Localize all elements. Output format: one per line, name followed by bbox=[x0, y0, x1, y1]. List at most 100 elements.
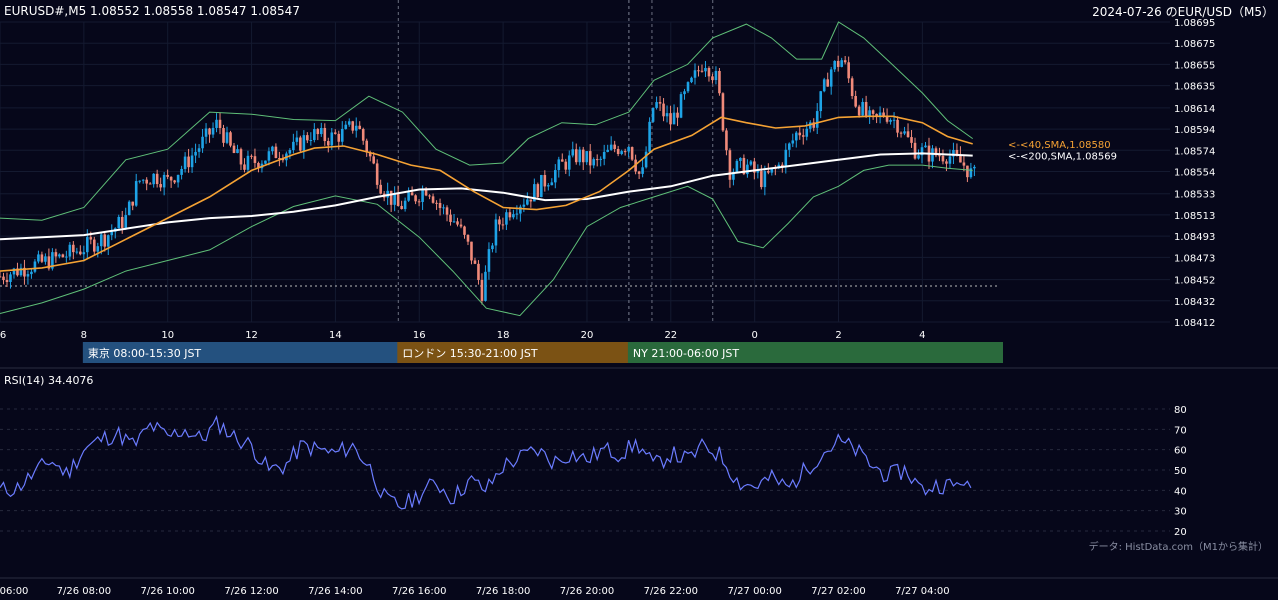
candle-body bbox=[12, 268, 16, 275]
time-tick-label: 14 bbox=[329, 330, 342, 341]
candle-body bbox=[295, 137, 299, 142]
candle-body bbox=[368, 152, 372, 157]
candlesticks bbox=[0, 55, 976, 305]
candle-body bbox=[498, 219, 501, 225]
candle-body bbox=[889, 119, 892, 122]
candle-body bbox=[630, 147, 634, 160]
candle-body bbox=[917, 155, 920, 159]
candle-body bbox=[438, 202, 442, 208]
candle-body bbox=[208, 128, 211, 135]
rsi-time-tick-label: 7/27 02:00 bbox=[811, 586, 865, 597]
candle-body bbox=[19, 267, 23, 276]
candle-body bbox=[187, 156, 190, 168]
candle-body bbox=[868, 110, 871, 116]
candle-body bbox=[749, 161, 753, 165]
candle-body bbox=[840, 60, 843, 67]
candle-body bbox=[288, 150, 292, 154]
candle-body bbox=[707, 67, 711, 77]
candle-body bbox=[127, 201, 131, 216]
candle-body bbox=[232, 145, 236, 153]
candle-body bbox=[267, 151, 271, 161]
candle-body bbox=[9, 274, 12, 282]
candle-body bbox=[648, 121, 651, 152]
candle-body bbox=[491, 245, 494, 250]
bollinger-lower-line bbox=[0, 164, 973, 317]
session-band bbox=[397, 342, 629, 363]
candle-body bbox=[934, 148, 938, 156]
candle-body bbox=[885, 115, 889, 122]
candle-body bbox=[519, 206, 522, 214]
candle-body bbox=[913, 142, 917, 159]
candle-body bbox=[822, 79, 826, 92]
ohlc-header: EURUSD#,M5 1.08552 1.08558 1.08547 1.085… bbox=[4, 4, 300, 18]
candle-body bbox=[959, 154, 962, 163]
main-gridlines bbox=[0, 21, 1170, 323]
candle-body bbox=[564, 161, 568, 170]
candle-body bbox=[952, 149, 955, 157]
candle-body bbox=[969, 168, 973, 178]
rsi-time-tick-label: 7/26 18:00 bbox=[476, 586, 530, 597]
candle-body bbox=[30, 271, 33, 275]
time-tick-label: 22 bbox=[664, 330, 677, 341]
candle-body bbox=[302, 135, 306, 151]
candle-body bbox=[543, 175, 547, 187]
candle-body bbox=[344, 124, 348, 129]
candle-body bbox=[354, 125, 358, 131]
candle-body bbox=[801, 135, 805, 137]
candle-body bbox=[770, 167, 774, 173]
price-tick-label: 1.08432 bbox=[1174, 297, 1215, 308]
session-label: ロンドン 15:30-21:00 JST bbox=[402, 347, 538, 360]
candle-body bbox=[739, 157, 742, 161]
candle-body bbox=[602, 151, 606, 159]
candle-body bbox=[609, 144, 613, 150]
candle-body bbox=[2, 276, 5, 281]
candle-body bbox=[326, 141, 330, 146]
candle-body bbox=[767, 171, 770, 173]
rsi-label: RSI(14) 34.4076 bbox=[4, 374, 93, 387]
candle-body bbox=[588, 151, 592, 166]
chart-title: 2024-07-26 のEUR/USD（M5） bbox=[1092, 5, 1274, 19]
candle-body bbox=[578, 149, 582, 163]
time-tick-label: 20 bbox=[581, 330, 594, 341]
sma200-annotation: <-<200,SMA,1.08569 bbox=[1008, 152, 1117, 163]
sma200-line bbox=[0, 152, 973, 241]
candle-body bbox=[620, 151, 623, 155]
candle-body bbox=[794, 132, 798, 141]
rsi-tick-label: 40 bbox=[1174, 486, 1187, 497]
candle-body bbox=[616, 148, 620, 155]
candle-body bbox=[239, 149, 243, 165]
candle-body bbox=[47, 256, 51, 269]
candle-body bbox=[421, 189, 424, 202]
candle-body bbox=[644, 151, 648, 168]
time-tick-label: 12 bbox=[245, 330, 258, 341]
candle-body bbox=[924, 145, 927, 148]
rsi-tick-label: 20 bbox=[1174, 527, 1187, 538]
candle-body bbox=[0, 276, 2, 278]
candle-body bbox=[299, 137, 302, 151]
candle-body bbox=[847, 62, 850, 79]
candle-body bbox=[431, 196, 435, 203]
candle-body bbox=[557, 159, 561, 171]
candle-body bbox=[763, 171, 767, 188]
candle-body bbox=[627, 147, 630, 152]
price-axis-labels: 1.08695 1.08675 1.08655 1.08635 1.08614 1.085… bbox=[1174, 18, 1215, 329]
session-label: NY 21:00-06:00 JST bbox=[633, 347, 740, 360]
candle-body bbox=[938, 155, 941, 157]
rsi-time-tick-label: 7/26 22:00 bbox=[644, 586, 698, 597]
candle-body bbox=[480, 279, 484, 301]
candle-body bbox=[37, 254, 40, 262]
candle-body bbox=[815, 111, 819, 128]
candle-body bbox=[571, 149, 575, 156]
candle-body bbox=[662, 103, 665, 117]
candle-body bbox=[819, 91, 823, 112]
candle-body bbox=[721, 93, 725, 131]
candle-body bbox=[728, 150, 732, 180]
candle-body bbox=[735, 160, 739, 172]
candle-body bbox=[86, 237, 89, 253]
time-tick-label: 2 bbox=[835, 330, 841, 341]
candle-body bbox=[637, 171, 641, 174]
candle-body bbox=[910, 137, 913, 143]
candle-body bbox=[808, 122, 812, 129]
candle-body bbox=[215, 119, 218, 128]
